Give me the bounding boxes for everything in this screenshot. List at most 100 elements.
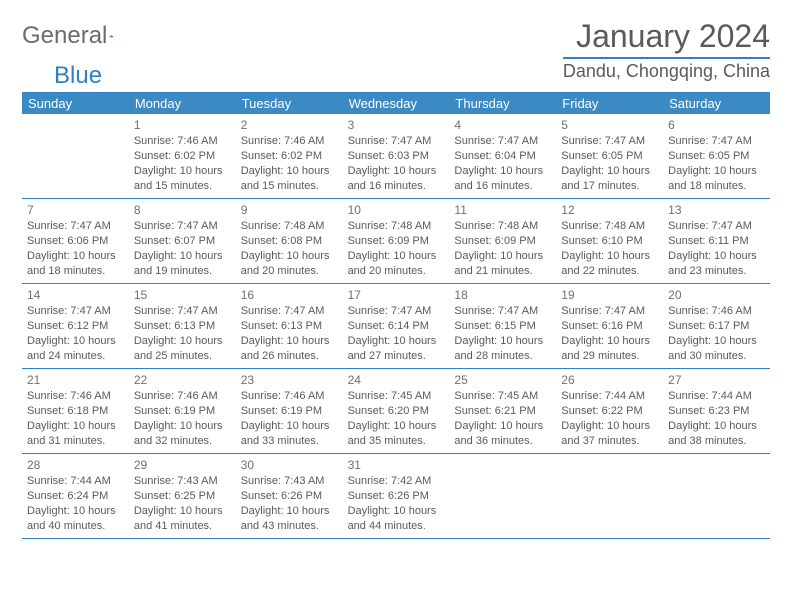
sunrise-line: Sunrise: 7:47 AM <box>561 304 658 319</box>
day-cell: 16Sunrise: 7:47 AMSunset: 6:13 PMDayligh… <box>236 284 343 368</box>
day-cell: 20Sunrise: 7:46 AMSunset: 6:17 PMDayligh… <box>663 284 770 368</box>
sunrise-line: Sunrise: 7:45 AM <box>454 389 551 404</box>
sunrise-line: Sunrise: 7:47 AM <box>668 134 765 149</box>
daylight-line: Daylight: 10 hours and 41 minutes. <box>134 504 231 534</box>
daylight-line: Daylight: 10 hours and 38 minutes. <box>668 419 765 449</box>
daylight-line: Daylight: 10 hours and 19 minutes. <box>134 249 231 279</box>
sunset-line: Sunset: 6:22 PM <box>561 404 658 419</box>
day-cell: 3Sunrise: 7:47 AMSunset: 6:03 PMDaylight… <box>343 114 450 198</box>
week-row: 1Sunrise: 7:46 AMSunset: 6:02 PMDaylight… <box>22 114 770 199</box>
day-cell: 1Sunrise: 7:46 AMSunset: 6:02 PMDaylight… <box>129 114 236 198</box>
daylight-line: Daylight: 10 hours and 37 minutes. <box>561 419 658 449</box>
sunrise-line: Sunrise: 7:47 AM <box>561 134 658 149</box>
daylight-line: Daylight: 10 hours and 18 minutes. <box>27 249 124 279</box>
day-cell <box>556 454 663 538</box>
location: Dandu, Chongqing, China <box>563 61 770 82</box>
day-number: 11 <box>454 202 551 218</box>
daylight-line: Daylight: 10 hours and 16 minutes. <box>454 164 551 194</box>
day-cell: 2Sunrise: 7:46 AMSunset: 6:02 PMDaylight… <box>236 114 343 198</box>
day-header: Wednesday <box>343 93 450 114</box>
daylight-line: Daylight: 10 hours and 15 minutes. <box>134 164 231 194</box>
sunrise-line: Sunrise: 7:47 AM <box>668 219 765 234</box>
sunset-line: Sunset: 6:21 PM <box>454 404 551 419</box>
sunrise-line: Sunrise: 7:43 AM <box>241 474 338 489</box>
month-title: January 2024 <box>563 18 770 59</box>
title-block: January 2024 Dandu, Chongqing, China <box>563 18 770 82</box>
sunset-line: Sunset: 6:09 PM <box>348 234 445 249</box>
sunrise-line: Sunrise: 7:46 AM <box>241 134 338 149</box>
day-number: 19 <box>561 287 658 303</box>
sunrise-line: Sunrise: 7:48 AM <box>561 219 658 234</box>
header: General January 2024 Dandu, Chongqing, C… <box>22 18 770 82</box>
sunset-line: Sunset: 6:25 PM <box>134 489 231 504</box>
day-number: 9 <box>241 202 338 218</box>
sunrise-line: Sunrise: 7:47 AM <box>454 134 551 149</box>
calendar: Sunday Monday Tuesday Wednesday Thursday… <box>22 92 770 539</box>
day-number: 23 <box>241 372 338 388</box>
day-cell: 12Sunrise: 7:48 AMSunset: 6:10 PMDayligh… <box>556 199 663 283</box>
day-header: Sunday <box>22 93 129 114</box>
sunrise-line: Sunrise: 7:48 AM <box>454 219 551 234</box>
sunrise-line: Sunrise: 7:47 AM <box>27 219 124 234</box>
day-number: 15 <box>134 287 231 303</box>
sunrise-line: Sunrise: 7:44 AM <box>561 389 658 404</box>
logo: General <box>22 22 135 50</box>
daylight-line: Daylight: 10 hours and 15 minutes. <box>241 164 338 194</box>
sunrise-line: Sunrise: 7:47 AM <box>348 134 445 149</box>
day-number: 12 <box>561 202 658 218</box>
day-cell: 11Sunrise: 7:48 AMSunset: 6:09 PMDayligh… <box>449 199 556 283</box>
week-row: 28Sunrise: 7:44 AMSunset: 6:24 PMDayligh… <box>22 454 770 539</box>
day-cell: 30Sunrise: 7:43 AMSunset: 6:26 PMDayligh… <box>236 454 343 538</box>
day-header: Tuesday <box>236 93 343 114</box>
daylight-line: Daylight: 10 hours and 17 minutes. <box>561 164 658 194</box>
sunrise-line: Sunrise: 7:46 AM <box>668 304 765 319</box>
daylight-line: Daylight: 10 hours and 40 minutes. <box>27 504 124 534</box>
daylight-line: Daylight: 10 hours and 36 minutes. <box>454 419 551 449</box>
day-number: 28 <box>27 457 124 473</box>
sunset-line: Sunset: 6:17 PM <box>668 319 765 334</box>
day-header: Monday <box>129 93 236 114</box>
daylight-line: Daylight: 10 hours and 31 minutes. <box>27 419 124 449</box>
week-row: 21Sunrise: 7:46 AMSunset: 6:18 PMDayligh… <box>22 369 770 454</box>
day-number: 17 <box>348 287 445 303</box>
day-number: 8 <box>134 202 231 218</box>
day-number: 27 <box>668 372 765 388</box>
sunrise-line: Sunrise: 7:46 AM <box>27 389 124 404</box>
day-number: 14 <box>27 287 124 303</box>
daylight-line: Daylight: 10 hours and 20 minutes. <box>348 249 445 279</box>
daylight-line: Daylight: 10 hours and 23 minutes. <box>668 249 765 279</box>
daylight-line: Daylight: 10 hours and 30 minutes. <box>668 334 765 364</box>
sunset-line: Sunset: 6:20 PM <box>348 404 445 419</box>
day-cell: 18Sunrise: 7:47 AMSunset: 6:15 PMDayligh… <box>449 284 556 368</box>
sunset-line: Sunset: 6:03 PM <box>348 149 445 164</box>
daylight-line: Daylight: 10 hours and 26 minutes. <box>241 334 338 364</box>
week-row: 7Sunrise: 7:47 AMSunset: 6:06 PMDaylight… <box>22 199 770 284</box>
day-number: 18 <box>454 287 551 303</box>
sunset-line: Sunset: 6:04 PM <box>454 149 551 164</box>
day-cell: 15Sunrise: 7:47 AMSunset: 6:13 PMDayligh… <box>129 284 236 368</box>
day-cell: 5Sunrise: 7:47 AMSunset: 6:05 PMDaylight… <box>556 114 663 198</box>
daylight-line: Daylight: 10 hours and 21 minutes. <box>454 249 551 279</box>
logo-word1: General <box>22 22 107 50</box>
day-cell: 23Sunrise: 7:46 AMSunset: 6:19 PMDayligh… <box>236 369 343 453</box>
sunset-line: Sunset: 6:06 PM <box>27 234 124 249</box>
day-number: 20 <box>668 287 765 303</box>
day-cell: 6Sunrise: 7:47 AMSunset: 6:05 PMDaylight… <box>663 114 770 198</box>
sunset-line: Sunset: 6:18 PM <box>27 404 124 419</box>
sunrise-line: Sunrise: 7:43 AM <box>134 474 231 489</box>
sunset-line: Sunset: 6:11 PM <box>668 234 765 249</box>
sunrise-line: Sunrise: 7:47 AM <box>454 304 551 319</box>
day-cell <box>22 114 129 198</box>
day-number: 31 <box>348 457 445 473</box>
day-header: Saturday <box>663 93 770 114</box>
sunset-line: Sunset: 6:26 PM <box>348 489 445 504</box>
sunrise-line: Sunrise: 7:45 AM <box>348 389 445 404</box>
sunrise-line: Sunrise: 7:47 AM <box>348 304 445 319</box>
day-cell: 25Sunrise: 7:45 AMSunset: 6:21 PMDayligh… <box>449 369 556 453</box>
sunrise-line: Sunrise: 7:44 AM <box>668 389 765 404</box>
day-number: 5 <box>561 117 658 133</box>
day-number: 24 <box>348 372 445 388</box>
daylight-line: Daylight: 10 hours and 32 minutes. <box>134 419 231 449</box>
sunrise-line: Sunrise: 7:47 AM <box>27 304 124 319</box>
sunset-line: Sunset: 6:15 PM <box>454 319 551 334</box>
